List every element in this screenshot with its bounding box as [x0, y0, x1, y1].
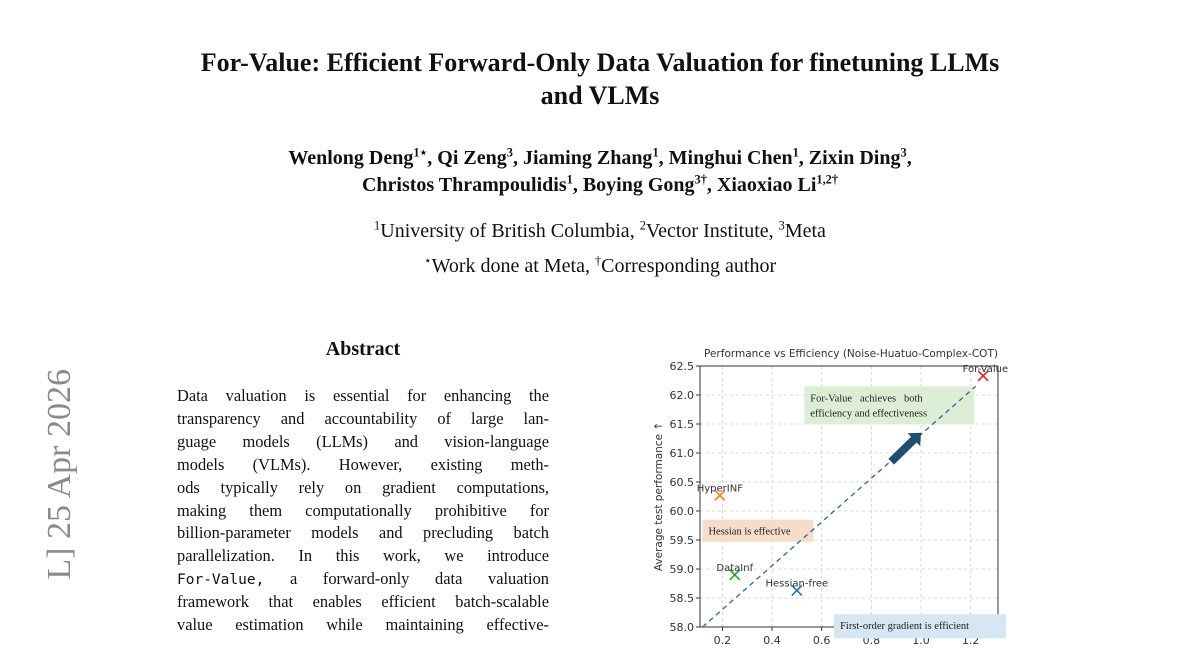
x-tick-label: 0.6: [813, 634, 831, 647]
method-name: For-Value,: [177, 572, 265, 589]
annotation-box: [804, 386, 975, 425]
annotation-text: efficiency and effectiveness: [810, 408, 927, 419]
data-point-marker: [729, 569, 741, 581]
data-point-label: For-Value: [963, 364, 1008, 375]
annotation-box: [834, 614, 1007, 639]
x-tick-label: 0.4: [763, 634, 781, 647]
author: Jiaming Zhang1: [522, 145, 659, 169]
abstract-line: framework that enables efficient batch-s…: [177, 592, 549, 612]
y-axis-label: Average test performance ↑: [653, 422, 665, 571]
data-point-label: DataInf: [716, 563, 753, 574]
abstract-line: value estimation while maintaining effec…: [177, 615, 549, 634]
y-tick-label: 59.0: [670, 563, 695, 576]
abstract-line: guage models (LLMs) and vision-language: [177, 431, 549, 451]
annotation-text: Hessian is effective: [708, 527, 790, 538]
y-tick-label: 59.5: [670, 534, 695, 547]
x-tick-label: 0.2: [714, 634, 732, 647]
abstract-line: models (VLMs). However, existing meth-: [177, 454, 549, 474]
y-tick-label: 62.5: [670, 360, 695, 373]
authors-line2: Christos Thrampoulidis1, Boying Gong3†, …: [361, 172, 839, 196]
data-point-label: HyperINF: [697, 483, 743, 494]
paper-title-line1: For-Value: Efficient Forward-Only Data V…: [200, 48, 1000, 77]
y-tick-label: 61.0: [670, 447, 695, 460]
annotation-text: First-order gradient is efficient: [840, 621, 969, 632]
data-point-marker: [714, 489, 726, 501]
data-point-label: Hessian-free: [766, 578, 829, 589]
abstract-heading: Abstract: [325, 338, 401, 360]
arrow-icon: [888, 432, 922, 465]
data-point-marker: [791, 584, 803, 597]
author: Wenlong Deng1⋆: [288, 145, 428, 169]
y-tick-label: 60.5: [670, 476, 695, 489]
abstract-line: For-Value, a forward-only data valuation: [177, 569, 549, 589]
y-tick-label: 60.0: [670, 505, 695, 518]
abstract-line: making them computationally prohibitive …: [177, 500, 549, 520]
author: Christos Thrampoulidis1: [361, 172, 573, 196]
abstract-line: billion-parameter models and precluding …: [177, 523, 549, 543]
author: Zixin Ding3: [808, 145, 907, 169]
annotation-box: [702, 519, 814, 542]
abstract-line: ods typically rely on gradient computati…: [177, 477, 549, 497]
abstract-line: transparency and accountability of large…: [177, 408, 549, 428]
abstract-line: parallelization. In this work, we introd…: [177, 546, 549, 566]
author: Xiaoxiao Li1,2†: [716, 172, 839, 196]
y-tick-label: 58.0: [670, 621, 695, 634]
author: Qi Zeng3: [437, 145, 513, 169]
affiliations: 1University of British Columbia, 2Vector…: [374, 218, 826, 242]
y-tick-label: 62.0: [670, 389, 695, 402]
author-notes: ⋆Work done at Meta, †Corresponding autho…: [423, 253, 777, 277]
y-tick-label: 61.5: [670, 418, 695, 431]
chart-title: Performance vs Efficiency (Noise-Huatuo-…: [704, 348, 998, 360]
author: Minghui Chen1: [668, 145, 799, 169]
abstract-line: Data valuation is essential for enhancin…: [177, 386, 549, 405]
author: Boying Gong3†: [582, 172, 707, 196]
annotation-text: For-Value achieves both: [810, 393, 923, 404]
y-tick-label: 58.5: [670, 592, 695, 605]
authors-line1: Wenlong Deng1⋆, Qi Zeng3, Jiaming Zhang1…: [288, 145, 912, 169]
data-point-marker: [977, 370, 989, 382]
trend-line: [702, 385, 977, 628]
paper-title-line2: and VLMs: [540, 81, 660, 110]
